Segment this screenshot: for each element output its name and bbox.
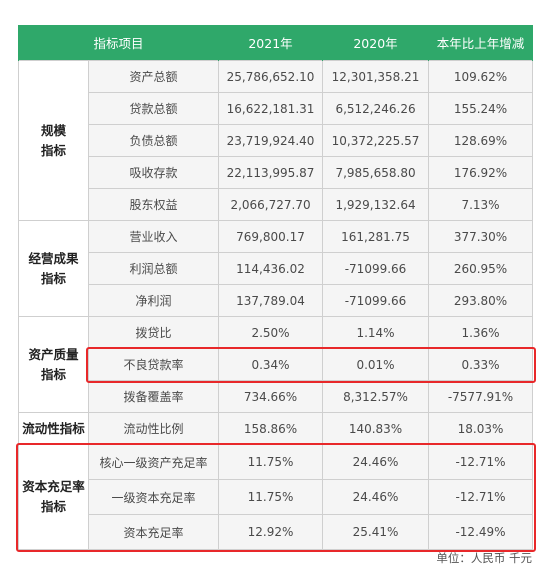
value-2021: 2,066,727.70 — [218, 188, 324, 221]
indicator-name: 净利润 — [87, 284, 220, 317]
table-row: 拨备覆盖率 734.66% 8,312.57% -7577.91% — [19, 380, 534, 413]
header-2021: 2021年 — [218, 25, 324, 61]
value-2021: 23,719,924.40 — [218, 124, 324, 157]
value-2020: 6,512,246.26 — [322, 92, 430, 125]
value-change: 176.92% — [428, 156, 534, 189]
value-change: 128.69% — [428, 124, 534, 157]
group-label: 资本充足率 指标 — [18, 444, 89, 550]
table-body: 规模 指标 资产总额 25,786,652.10 12,301,358.21 109.62… — [18, 60, 534, 550]
table-row: 不良贷款率 0.34% 0.01% 0.33% — [19, 348, 534, 381]
value-2020: 8,312.57% — [322, 380, 430, 413]
value-2021: 114,436.02 — [218, 252, 324, 285]
table-row: 资本充足率 指标 核心一级资产充足率 11.75% 24.46% -12.71% — [18, 444, 534, 550]
table-row: 利润总额 114,436.02 -71099.66 260.95% — [19, 252, 534, 285]
value-2021: 158.86% — [218, 412, 324, 445]
value-change: -12.71% — [428, 479, 534, 515]
indicator-name: 股东权益 — [87, 188, 220, 221]
indicator-name: 资产总额 — [87, 60, 220, 93]
value-2021: 2.50% — [218, 316, 324, 349]
indicator-name: 一级资本充足率 — [87, 479, 220, 515]
group-label: 经营成果 指标 — [18, 220, 89, 317]
value-2021: 11.75% — [218, 444, 324, 480]
value-2020: 0.01% — [322, 348, 430, 381]
value-change: 109.62% — [428, 60, 534, 93]
value-2021: 137,789.04 — [218, 284, 324, 317]
value-change: -12.49% — [428, 514, 534, 550]
table-row: 一级资本充足率 11.75% 24.46% -12.71% — [19, 479, 534, 515]
value-change: 293.80% — [428, 284, 534, 317]
financial-indicators-table: 指标项目 2021年 2020年 本年比上年增减 规模 指标 资产总额 25,786,… — [17, 25, 534, 550]
table-row: 资本充足率 12.92% 25.41% -12.49% — [19, 514, 534, 550]
indicator-name: 负债总额 — [87, 124, 220, 157]
value-2020: 140.83% — [322, 412, 430, 445]
value-2021: 25,786,652.10 — [218, 60, 324, 93]
value-change: 7.13% — [428, 188, 534, 221]
value-2020: 24.46% — [322, 444, 430, 480]
group-label: 资产质量 指标 — [18, 316, 89, 413]
value-2020: 1.14% — [322, 316, 430, 349]
value-2020: -71099.66 — [322, 252, 430, 285]
table-row: 规模 指标 资产总额 25,786,652.10 12,301,358.21 109.62… — [18, 60, 534, 221]
value-2020: 7,985,658.80 — [322, 156, 430, 189]
value-2021: 769,800.17 — [218, 220, 324, 253]
value-2021: 0.34% — [218, 348, 324, 381]
table-row: 吸收存款 22,113,995.87 7,985,658.80 176.92% — [19, 156, 534, 189]
value-2020: 25.41% — [322, 514, 430, 550]
value-change: 155.24% — [428, 92, 534, 125]
indicator-name: 核心一级资产充足率 — [87, 444, 220, 480]
report-table-container: 指标项目 2021年 2020年 本年比上年增减 规模 指标 资产总额 25,786,… — [15, 25, 536, 552]
indicator-name: 贷款总额 — [87, 92, 220, 125]
value-2020: -71099.66 — [322, 284, 430, 317]
indicator-name: 拨贷比 — [87, 316, 220, 349]
value-change: 260.95% — [428, 252, 534, 285]
value-change: 18.03% — [428, 412, 534, 445]
indicator-name: 流动性比例 — [87, 412, 220, 445]
value-2020: 24.46% — [322, 479, 430, 515]
header-2020: 2020年 — [322, 25, 430, 61]
value-2021: 734.66% — [218, 380, 324, 413]
value-change: 377.30% — [428, 220, 534, 253]
table-row: 净利润 137,789.04 -71099.66 293.80% — [19, 284, 534, 317]
header-change: 本年比上年增减 — [428, 25, 534, 61]
value-2020: 1,929,132.64 — [322, 188, 430, 221]
value-2021: 12.92% — [218, 514, 324, 550]
table-row: 贷款总额 16,622,181.31 6,512,246.26 155.24% — [19, 92, 534, 125]
indicator-name: 资本充足率 — [87, 514, 220, 550]
table-header-row: 指标项目 2021年 2020年 本年比上年增减 — [17, 25, 534, 61]
value-change: 0.33% — [428, 348, 534, 381]
table-row: 流动性指标 流动性比例 158.86% 140.83% 18.03% — [18, 412, 534, 445]
value-change: -12.71% — [428, 444, 534, 480]
value-change: -7577.91% — [428, 380, 534, 413]
value-2020: 12,301,358.21 — [322, 60, 430, 93]
indicator-name: 不良贷款率 — [87, 348, 220, 381]
indicator-name: 吸收存款 — [87, 156, 220, 189]
value-2020: 161,281.75 — [322, 220, 430, 253]
indicator-name: 利润总额 — [87, 252, 220, 285]
table-row: 负债总额 23,719,924.40 10,372,225.57 128.69% — [19, 124, 534, 157]
value-2021: 16,622,181.31 — [218, 92, 324, 125]
value-2021: 11.75% — [218, 479, 324, 515]
value-2021: 22,113,995.87 — [218, 156, 324, 189]
header-indicator: 指标项目 — [17, 25, 220, 61]
table-row: 资产质量 指标 拨贷比 2.50% 1.14% 1.36% — [18, 316, 534, 413]
table-row: 经营成果 指标 营业收入 769,800.17 161,281.75 377.30% — [18, 220, 534, 317]
indicator-name: 拨备覆盖率 — [87, 380, 220, 413]
value-change: 1.36% — [428, 316, 534, 349]
value-2020: 10,372,225.57 — [322, 124, 430, 157]
unit-note: 单位：人民币 千元 — [436, 551, 532, 565]
indicator-name: 营业收入 — [87, 220, 220, 253]
group-label: 流动性指标 — [18, 412, 89, 445]
table-row: 股东权益 2,066,727.70 1,929,132.64 7.13% — [19, 188, 534, 221]
group-label: 规模 指标 — [18, 60, 89, 221]
